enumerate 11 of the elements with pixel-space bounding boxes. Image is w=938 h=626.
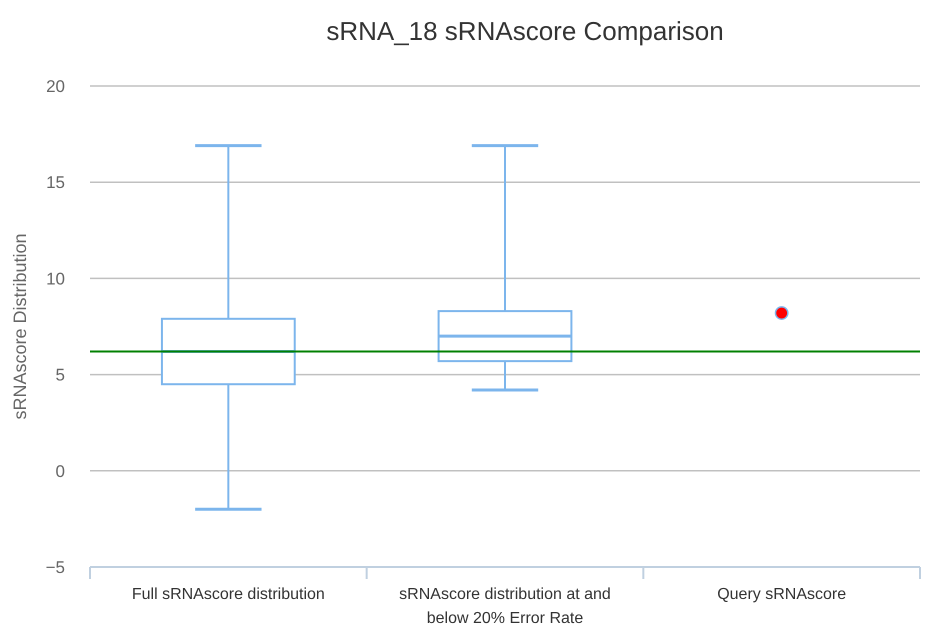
y-tick-label: 20	[46, 77, 65, 96]
y-tick-label: 10	[46, 269, 65, 288]
x-tick-label: Query sRNAscore	[717, 586, 846, 603]
y-axis-title: sRNAscore Distribution	[10, 233, 30, 420]
x-tick-label: sRNAscore distribution at and below 20% Error Rate	[399, 586, 611, 626]
y-tick-label: 0	[56, 462, 65, 481]
y-tick-label: 5	[56, 366, 65, 385]
x-tick-label: Full sRNAscore distribution	[132, 586, 325, 603]
chart-title: sRNA_18 sRNAscore Comparison	[326, 16, 724, 46]
y-tick-label: −5	[46, 558, 65, 577]
y-tick-label: 15	[46, 173, 65, 192]
